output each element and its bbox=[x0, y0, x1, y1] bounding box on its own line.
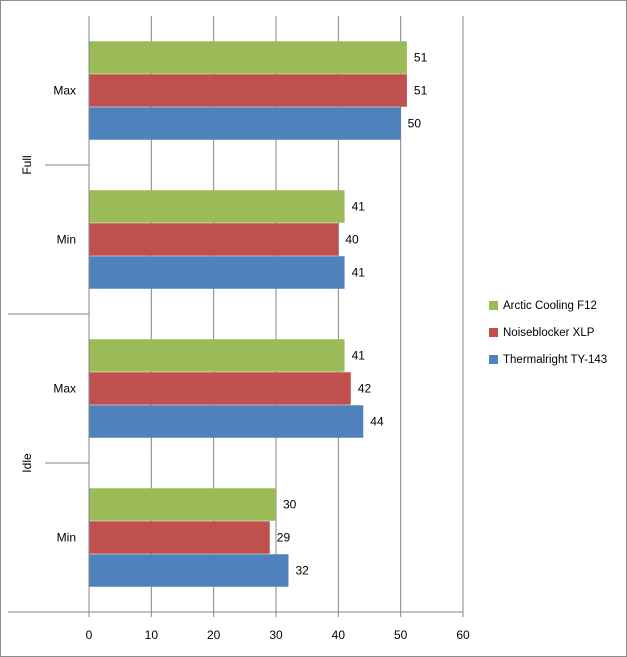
bar bbox=[89, 107, 401, 140]
x-tick-label: 60 bbox=[456, 628, 470, 642]
data-label: 51 bbox=[414, 51, 428, 65]
group-label: Idle bbox=[20, 453, 34, 473]
legend-swatch bbox=[489, 355, 498, 364]
legend: Arctic Cooling F12 Noiseblocker XLP Therma… bbox=[489, 297, 607, 378]
x-tick-label: 0 bbox=[86, 628, 93, 642]
x-tick-label: 40 bbox=[332, 628, 346, 642]
bar bbox=[89, 405, 364, 438]
data-label: 32 bbox=[295, 564, 309, 578]
legend-item: Arctic Cooling F12 bbox=[489, 297, 607, 314]
bar bbox=[89, 372, 351, 405]
category-label: Min bbox=[57, 233, 76, 247]
data-label: 41 bbox=[352, 200, 366, 214]
x-tick-label: 20 bbox=[207, 628, 221, 642]
bar bbox=[89, 339, 345, 372]
data-label: 30 bbox=[283, 498, 297, 512]
bar bbox=[89, 74, 407, 107]
category-label: Min bbox=[57, 531, 76, 545]
category-label: Max bbox=[53, 382, 76, 396]
x-tick-label: 50 bbox=[394, 628, 408, 642]
legend-item: Thermalright TY-143 bbox=[489, 351, 607, 368]
legend-swatch bbox=[489, 301, 498, 310]
legend-label: Arctic Cooling F12 bbox=[503, 299, 597, 312]
data-label: 42 bbox=[358, 382, 372, 396]
bar bbox=[89, 223, 339, 256]
legend-label: Noiseblocker XLP bbox=[503, 326, 595, 339]
data-label: 40 bbox=[345, 233, 359, 247]
legend-swatch bbox=[489, 328, 498, 337]
bars bbox=[89, 41, 407, 587]
bar bbox=[89, 521, 270, 554]
data-label: 51 bbox=[414, 84, 428, 98]
x-tick-label: 30 bbox=[269, 628, 283, 642]
legend-label: Thermalright TY-143 bbox=[503, 353, 608, 366]
bar bbox=[89, 488, 276, 521]
category-label: Max bbox=[53, 84, 76, 98]
data-label: 44 bbox=[370, 415, 384, 429]
data-label: 50 bbox=[408, 117, 422, 131]
group-label: Full bbox=[20, 155, 34, 174]
bar bbox=[89, 554, 289, 587]
axes bbox=[8, 16, 464, 617]
data-label: 41 bbox=[352, 349, 366, 363]
data-label: 29 bbox=[277, 531, 291, 545]
legend-item: Noiseblocker XLP bbox=[489, 324, 607, 341]
labels: 51 51 50 Max 41 40 41 Min 41 42 44 Max 30 29 32 Min 0 10 2… bbox=[20, 51, 470, 643]
x-tick-label: 10 bbox=[145, 628, 159, 642]
bar bbox=[89, 256, 345, 289]
bar bbox=[89, 190, 345, 223]
data-label: 41 bbox=[352, 266, 366, 280]
bar bbox=[89, 41, 407, 74]
